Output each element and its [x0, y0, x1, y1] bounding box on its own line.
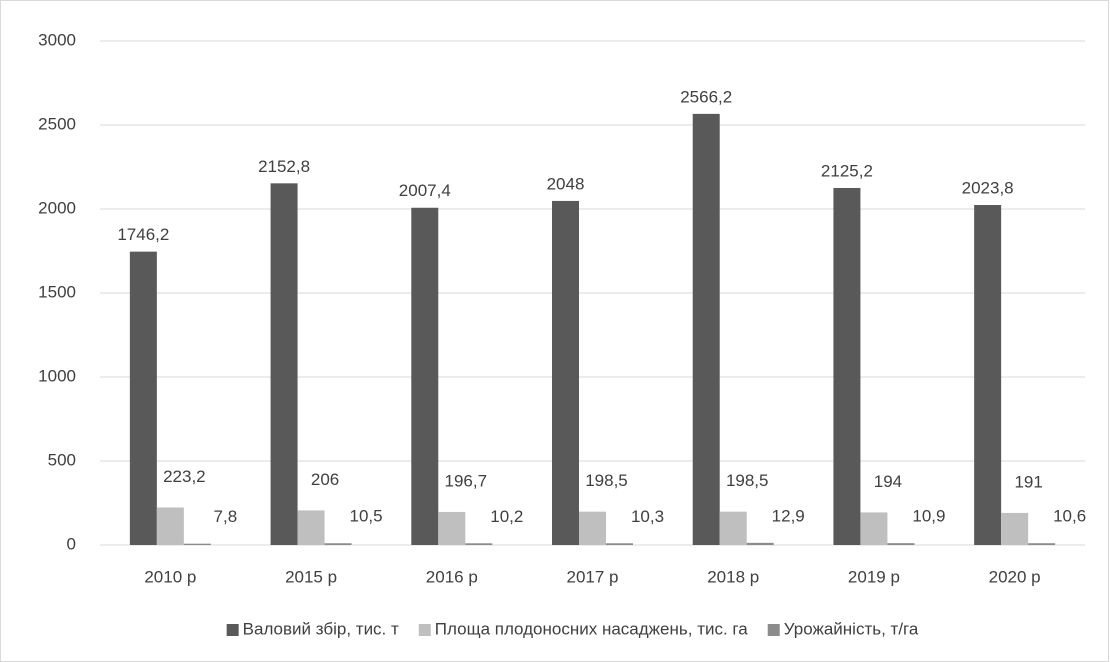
data-label: 7,8: [214, 507, 238, 526]
legend-label: Валовий збір, тис. т: [243, 619, 399, 638]
bar: [719, 511, 747, 545]
legend-swatch: [767, 624, 780, 636]
legend-label: Урожайність, т/га: [784, 619, 919, 638]
data-label: 10,6: [1053, 507, 1086, 526]
data-label: 2048: [547, 174, 585, 193]
bar: [887, 543, 915, 545]
data-label: 2023,8: [962, 178, 1014, 197]
bar: [129, 251, 157, 545]
data-label: 196,7: [445, 471, 488, 490]
x-tick-label: 2019 р: [848, 567, 900, 586]
data-label: 10,5: [350, 507, 383, 526]
y-tick-label: 1500: [38, 282, 76, 301]
bar: [1001, 512, 1029, 545]
data-label: 1746,2: [117, 225, 169, 244]
y-tick-label: 3000: [38, 30, 76, 49]
data-label: 191: [1014, 472, 1042, 491]
data-label: 206: [311, 470, 339, 489]
data-label: 194: [874, 472, 902, 491]
x-tick-label: 2010 р: [144, 567, 196, 586]
bar: [552, 200, 579, 545]
y-tick-label: 2500: [38, 114, 76, 133]
bar: [746, 542, 774, 545]
bar: [1028, 543, 1056, 545]
data-label: 12,9: [772, 506, 805, 525]
y-tick-label: 2000: [38, 198, 76, 217]
bar: [156, 507, 184, 545]
bar: [270, 183, 298, 546]
data-label: 10,3: [631, 507, 664, 526]
bar: [438, 511, 466, 545]
bar: [297, 510, 325, 545]
bar: [974, 205, 1002, 546]
bar: [833, 187, 861, 545]
y-tick-label: 0: [67, 534, 76, 553]
bar: [183, 543, 211, 545]
x-tick-label: 2018 р: [707, 567, 759, 586]
bar: [692, 113, 720, 545]
x-tick-label: 2016 р: [426, 567, 478, 586]
legend-swatch: [226, 624, 239, 636]
x-tick-label: 2015 р: [285, 567, 337, 586]
bar: [324, 543, 352, 545]
bar: [606, 543, 633, 545]
data-label: 2007,4: [399, 181, 451, 200]
data-label: 10,2: [490, 507, 523, 526]
bar: [465, 543, 493, 545]
legend-swatch: [418, 624, 431, 636]
y-tick-label: 500: [48, 450, 76, 469]
x-tick-label: 2020 р: [989, 567, 1041, 586]
bar: [579, 511, 606, 545]
legend: Валовий збір, тис. т Площа плодоносних на…: [226, 619, 919, 638]
bar: [411, 207, 439, 545]
legend-label: Площа плодоносних насаджень, тис. га: [435, 619, 748, 638]
data-label: 198,5: [726, 471, 769, 490]
bar: [860, 512, 888, 545]
x-tick-label: 2017 р: [567, 567, 619, 586]
data-label: 2152,8: [258, 157, 310, 176]
data-label: 10,9: [912, 507, 945, 526]
data-label: 2566,2: [680, 87, 732, 106]
data-label: 198,5: [585, 471, 628, 490]
data-label: 2125,2: [821, 161, 873, 180]
y-tick-label: 1000: [38, 366, 76, 385]
data-label: 223,2: [163, 467, 206, 486]
